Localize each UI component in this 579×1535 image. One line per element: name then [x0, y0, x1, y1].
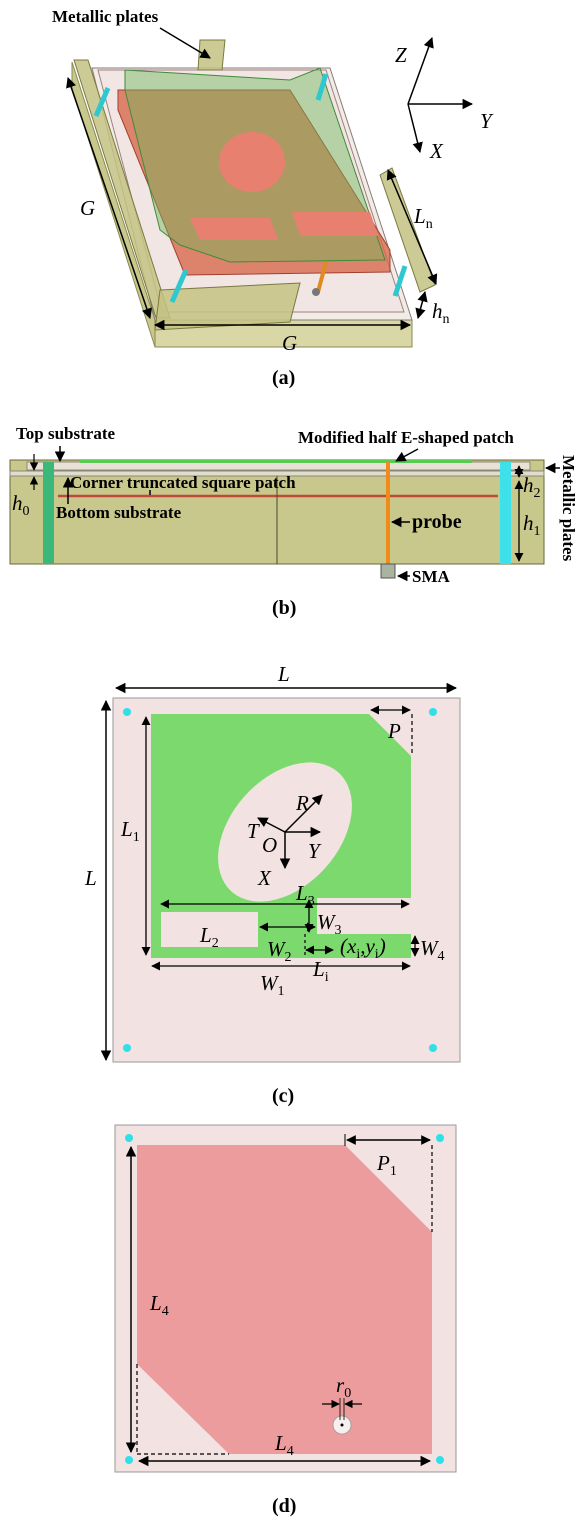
dim-ln	[386, 169, 438, 285]
axis-x-label: X	[429, 139, 444, 163]
post-2	[315, 73, 329, 101]
slot-left-3d	[190, 218, 278, 240]
sma-label: SMA	[412, 567, 451, 586]
dim-l4-left-label: L4	[149, 1291, 169, 1319]
dim-h1-label: h1	[523, 511, 541, 539]
dim-l2-label: L2	[199, 923, 219, 951]
modified-patch-label: Modified half E-shaped patch	[298, 428, 514, 447]
panel-a: Metallic plates Z Y X G G Ln hn (a)	[52, 7, 494, 389]
axis-z-label: Z	[395, 43, 407, 67]
dim-p1-label: P1	[376, 1151, 397, 1179]
corner-truncated-square-patch	[137, 1145, 432, 1454]
metallic-plates-arrow	[159, 27, 211, 59]
local-axis-r	[284, 794, 323, 833]
panel-d: P1 L4 L4 r0 (d)	[114, 1124, 457, 1517]
corner-patch-label: Corner truncated square patch	[70, 473, 296, 492]
top-substrate-label: Top substrate	[16, 424, 115, 443]
dim-l-top-label: L	[277, 662, 290, 686]
probe-hole-center	[340, 1423, 344, 1427]
side-metallic-plates-label: Metallic plates	[559, 455, 578, 562]
corner-pin-tl-d	[125, 1134, 133, 1142]
local-axis-t	[257, 817, 286, 833]
top-substrate-layer	[26, 461, 531, 471]
plate-right-post	[500, 462, 511, 564]
corner-pin-tr-d	[436, 1134, 444, 1142]
dim-g-bottom-label: G	[282, 331, 297, 355]
corner-pin-bl	[123, 1044, 131, 1052]
corner-pin-br	[429, 1044, 437, 1052]
local-y-label: Y	[308, 839, 322, 863]
dim-g-left-label: G	[80, 196, 95, 220]
dim-l4-bottom-label: L4	[274, 1431, 294, 1459]
local-t-label: T	[247, 819, 260, 843]
caption-b: (b)	[272, 597, 296, 619]
plate-left-post	[43, 462, 54, 564]
corner-pin-bl-d	[125, 1456, 133, 1464]
axis-z	[407, 37, 434, 105]
elliptical-slot-3d	[219, 132, 285, 192]
corner-pin-tr	[429, 708, 437, 716]
axis-x	[407, 103, 423, 154]
probe-foot	[312, 288, 320, 296]
dim-hn-label: hn	[432, 299, 450, 327]
sma-connector	[380, 563, 396, 579]
caption-d: (d)	[272, 1495, 296, 1517]
half-e-patch-side	[80, 460, 472, 463]
local-x-label: X	[257, 866, 272, 890]
caption-c: (c)	[272, 1085, 294, 1107]
bottom-substrate-label: Bottom substrate	[56, 503, 182, 522]
dim-p-label: P	[387, 719, 401, 743]
slot-rect	[161, 912, 258, 947]
metal-plate-back	[197, 39, 226, 71]
corner-pin-tl	[123, 708, 131, 716]
probe-post	[386, 462, 390, 564]
slot-right-3d	[292, 212, 378, 236]
feed-point-label: (xi,yi)	[340, 934, 386, 962]
dim-ln-label: Ln	[413, 204, 433, 232]
dim-hn	[415, 290, 428, 320]
dim-w3-label: W3	[317, 910, 342, 938]
dim-w1-label: W1	[260, 971, 285, 999]
post-3	[169, 268, 189, 304]
dim-h0-label: h0	[12, 491, 30, 519]
metallic-plates-label: Metallic plates	[52, 7, 159, 26]
corner-pin-br-d	[436, 1456, 444, 1464]
panel-b: Top substrate Modified half E-shaped pat…	[9, 424, 578, 619]
probe-label: probe	[412, 511, 462, 533]
dim-l-left-label: L	[84, 866, 97, 890]
local-o-label: O	[262, 833, 277, 857]
dim-w4-label: W4	[420, 936, 445, 964]
caption-a: (a)	[272, 367, 295, 389]
local-r-label: R	[295, 791, 309, 815]
modified-patch-arrow	[395, 448, 419, 462]
axis-y-label: Y	[480, 109, 494, 133]
dim-g-left	[66, 77, 152, 319]
panel-c: L L P L1 R T O Y X L3 L2 W2 W3 Li	[84, 662, 461, 1107]
dim-h2-label: h2	[523, 473, 541, 501]
dim-r0-label: r0	[336, 1373, 351, 1401]
dim-w2-label: W2	[267, 937, 292, 965]
probe-3d	[316, 261, 328, 293]
dim-l1-label: L1	[120, 817, 140, 845]
